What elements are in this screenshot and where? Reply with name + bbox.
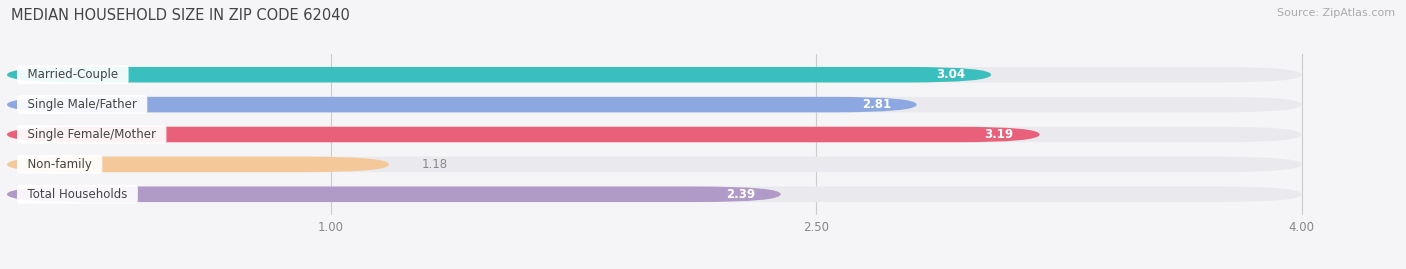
FancyBboxPatch shape (7, 97, 917, 112)
FancyBboxPatch shape (7, 157, 1302, 172)
Text: 3.19: 3.19 (984, 128, 1014, 141)
Text: Married-Couple: Married-Couple (20, 68, 125, 81)
Text: Single Female/Mother: Single Female/Mother (20, 128, 163, 141)
FancyBboxPatch shape (7, 157, 389, 172)
FancyBboxPatch shape (7, 127, 1039, 142)
FancyBboxPatch shape (7, 97, 1302, 112)
FancyBboxPatch shape (7, 67, 1302, 83)
Text: Single Male/Father: Single Male/Father (20, 98, 145, 111)
Text: 1.18: 1.18 (422, 158, 447, 171)
FancyBboxPatch shape (7, 186, 1302, 202)
Text: Total Households: Total Households (20, 188, 135, 201)
Text: MEDIAN HOUSEHOLD SIZE IN ZIP CODE 62040: MEDIAN HOUSEHOLD SIZE IN ZIP CODE 62040 (11, 8, 350, 23)
Text: Non-family: Non-family (20, 158, 100, 171)
Text: Source: ZipAtlas.com: Source: ZipAtlas.com (1277, 8, 1395, 18)
Text: 2.39: 2.39 (725, 188, 755, 201)
FancyBboxPatch shape (7, 127, 1302, 142)
FancyBboxPatch shape (7, 186, 780, 202)
Text: 2.81: 2.81 (862, 98, 891, 111)
FancyBboxPatch shape (7, 67, 991, 83)
Text: 3.04: 3.04 (936, 68, 965, 81)
